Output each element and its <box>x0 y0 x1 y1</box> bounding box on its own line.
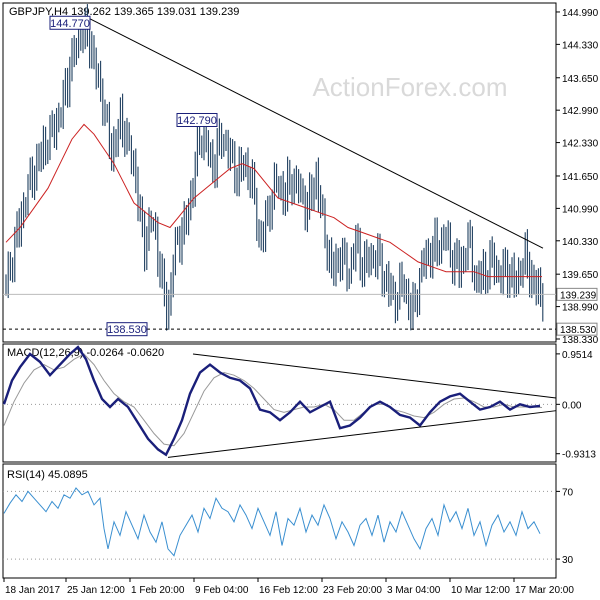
x-tick-label: 18 Jan 2017 <box>5 585 60 596</box>
price-panel: GBPJPY,H4 139.262 139.365 139.031 139.23… <box>2 2 599 346</box>
y-tick-label: 138.330 <box>562 335 599 346</box>
x-tick-label: 3 Mar 04:00 <box>387 585 441 596</box>
x-tick-label: 23 Feb 20:00 <box>323 585 382 596</box>
price-title: GBPJPY,H4 139.262 139.365 139.031 139.23… <box>9 6 239 18</box>
x-tick-label: 17 Mar 20:00 <box>515 585 574 596</box>
rsi-panel-frame <box>2 463 557 579</box>
y-tick-label: 144.990 <box>562 8 599 19</box>
annotation-box <box>49 15 91 30</box>
y-tick-label: 70 <box>562 487 574 498</box>
y-tick-label: 138.990 <box>562 303 599 314</box>
macd-series <box>2 345 557 458</box>
y-tick-label: 144.330 <box>562 40 599 51</box>
support-price-label-box <box>556 322 598 336</box>
x-tick-label: 1 Feb 20:00 <box>131 585 185 596</box>
y-tick-label: 0.00 <box>562 400 582 411</box>
macd-title: MACD(12,26,9) -0.0264 -0.0620 <box>7 347 164 359</box>
price-annotation: 144.770 <box>49 15 91 30</box>
watermark: ActionForex.com <box>312 72 507 102</box>
annotation-box <box>106 322 148 337</box>
x-tick-label: 16 Feb 12:00 <box>259 585 318 596</box>
macd-y-axis: 0.9514 0.00 -0.9313 <box>556 350 596 461</box>
y-tick-label: -0.9313 <box>562 450 596 461</box>
annotation-label: 138.530 <box>107 324 147 336</box>
price-y-axis: 144.990 144.330 143.650 142.990 142.330 141.6… <box>556 8 599 346</box>
y-tick-label: 141.650 <box>562 172 599 183</box>
x-axis: 18 Jan 2017 25 Jan 12:00 1 Feb 20:00 9 Feb … <box>3 578 574 596</box>
y-tick-label: 143.650 <box>562 74 599 85</box>
moving-average-line <box>5 123 542 278</box>
price-series: 139.239 138.530 144.770 142.790 138.530 <box>3 4 598 337</box>
y-tick-label: 142.330 <box>562 139 599 150</box>
rsi-y-axis: 70 30 <box>556 487 574 566</box>
y-tick-label: 140.990 <box>562 204 599 215</box>
last-price-label-text: 139.239 <box>560 290 597 301</box>
last-price-label: 139.239 <box>556 287 598 301</box>
y-tick-label: 0.9514 <box>562 350 593 361</box>
price-panel-frame <box>2 2 557 343</box>
y-tick-label: 142.990 <box>562 106 599 117</box>
y-tick-label: 139.650 <box>562 270 599 281</box>
price-annotation: 138.530 <box>106 322 148 337</box>
macd-lower-trendline <box>167 410 557 458</box>
macd-line <box>2 345 541 457</box>
price-trendline <box>87 17 544 249</box>
support-price-label: 138.530 <box>556 322 598 336</box>
rsi-title: RSI(14) 45.0895 <box>7 469 88 481</box>
y-tick-label: 30 <box>562 555 574 566</box>
x-tick-label: 9 Feb 04:00 <box>195 585 249 596</box>
y-tick-label: 140.330 <box>562 237 599 248</box>
rsi-series <box>3 487 556 560</box>
price-annotation: 142.790 <box>176 112 218 127</box>
x-tick-label: 10 Mar 12:00 <box>451 585 510 596</box>
rsi-panel: RSI(14) 45.0895 70 30 <box>2 463 574 579</box>
annotation-box <box>176 112 218 127</box>
rsi-line <box>3 487 541 557</box>
macd-upper-trendline <box>192 353 557 399</box>
support-price-label-text: 138.530 <box>560 325 597 336</box>
annotation-label: 142.790 <box>177 115 217 127</box>
x-tick-label: 25 Jan 12:00 <box>67 585 125 596</box>
annotation-label: 144.770 <box>50 18 90 30</box>
last-price-label-box <box>556 287 598 301</box>
macd-signal-line <box>3 353 543 447</box>
macd-panel: MACD(12,26,9) -0.0264 -0.0620 0.9514 0.00… <box>2 343 596 463</box>
macd-panel-frame <box>2 343 557 463</box>
